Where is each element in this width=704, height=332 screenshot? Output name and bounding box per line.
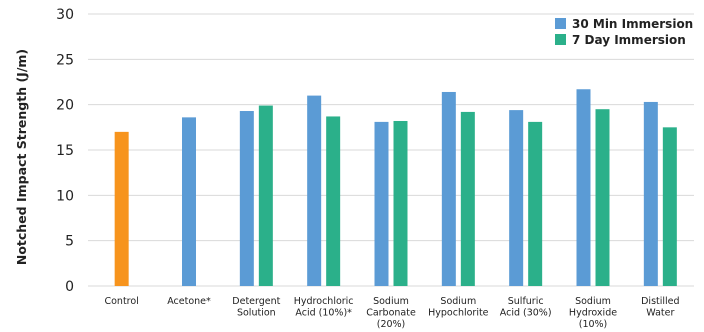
y-tick-label: 10: [56, 188, 74, 204]
x-category-label: Sulfuric Acid (30%): [500, 296, 552, 319]
y-tick-label: 0: [65, 279, 74, 295]
bar-7day: [393, 120, 408, 286]
y-tick-label: 30: [56, 7, 74, 23]
y-axis-title: Notched Impact Strength (J/m): [14, 49, 29, 265]
x-category-label: Control: [104, 296, 138, 307]
x-category-label: Hydrochloric Acid (10%)*: [294, 296, 354, 319]
legend-label: 30 Min Immersion: [572, 17, 693, 31]
y-tick-label: 25: [56, 52, 74, 68]
x-category-label: Sodium Hydroxide (10%): [569, 296, 617, 330]
y-tick-label: 20: [56, 98, 74, 114]
y-tick-labels: 0 5 10 15 20 25 30: [56, 7, 74, 295]
x-category-label: Detergent Solution: [232, 296, 280, 319]
bar-30min: [307, 95, 322, 286]
bar-30min: [509, 110, 524, 287]
legend-swatch: [555, 34, 566, 45]
y-tick-label: 15: [56, 143, 74, 159]
x-category-label: Sodium Hypochlorite: [428, 296, 489, 319]
bar-7day: [258, 105, 273, 286]
bar-30min: [643, 101, 658, 287]
x-category-label: Distilled Water: [641, 296, 679, 319]
x-category-label: Sodium Carbonate (20%): [366, 296, 416, 330]
bars: [114, 89, 677, 287]
bar-7day: [662, 127, 677, 286]
bar-7day: [460, 111, 475, 286]
x-category-label: Acetone*: [167, 296, 211, 307]
bar-30min: [374, 121, 389, 286]
bar-7day: [528, 121, 543, 286]
bar-30min: [239, 111, 254, 286]
bar-30min: [576, 89, 591, 287]
bar-30min: [441, 91, 456, 287]
y-tick-label: 5: [65, 234, 74, 250]
legend-label: 7 Day Immersion: [572, 33, 686, 47]
x-category-labels: Control Acetone* Detergent Solution Hydrochl…: [104, 296, 679, 330]
bar-30min: [182, 117, 196, 286]
bar-control: [114, 131, 129, 286]
bar-7day: [595, 109, 610, 286]
legend-swatch: [555, 18, 566, 29]
legend: 30 Min Immersion 7 Day Immersion: [555, 17, 693, 47]
bar-7day: [326, 116, 341, 286]
